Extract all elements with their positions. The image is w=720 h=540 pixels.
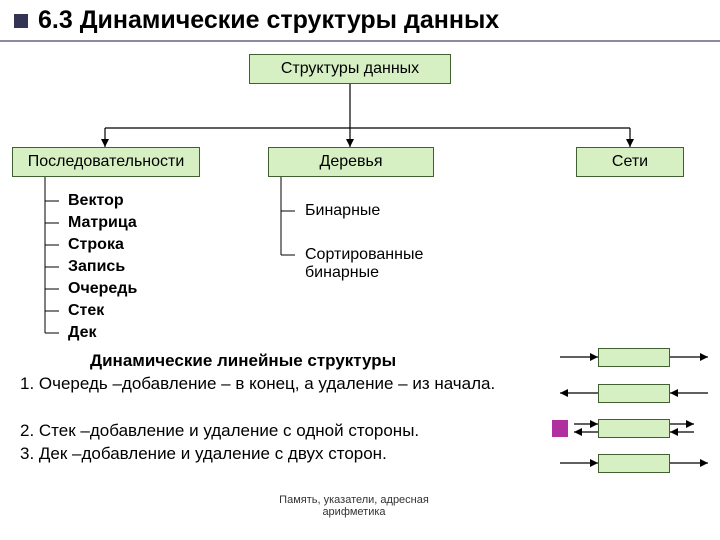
net-box (598, 454, 670, 473)
tree-item: Сортированные бинарные (305, 246, 455, 282)
footer-caption: Память, указатели, адресная арифметика (264, 494, 444, 518)
title-underline (0, 40, 720, 42)
title-bullet (14, 14, 28, 28)
node-sequences: Последовательности (12, 147, 200, 177)
node-trees-label: Деревья (319, 153, 382, 171)
seq-item: Стек (68, 302, 104, 320)
node-trees: Деревья (268, 147, 434, 177)
linear-heading: Динамические линейные структуры (90, 350, 620, 373)
seq-item: Вектор (68, 192, 124, 210)
body-line: 1. Очередь –добавление – в конец, а удал… (20, 373, 550, 396)
seq-item: Очередь (68, 280, 137, 298)
seq-item: Строка (68, 236, 124, 254)
root-node: Структуры данных (249, 54, 451, 84)
seq-item: Матрица (68, 214, 137, 232)
root-label: Структуры данных (281, 60, 419, 78)
net-box (598, 384, 670, 403)
net-box (598, 348, 670, 367)
seq-item: Запись (68, 258, 125, 276)
node-networks: Сети (576, 147, 684, 177)
purple-cursor (552, 420, 568, 437)
page-title: 6.3 Динамические структуры данных (38, 6, 499, 35)
seq-item: Дек (68, 324, 97, 342)
body-line: 3. Дек –добавление и удаление с двух сто… (20, 443, 550, 466)
node-sequences-label: Последовательности (28, 153, 185, 171)
tree-item: Бинарные (305, 202, 380, 220)
node-networks-label: Сети (612, 153, 648, 171)
body-line: 2. Стек –добавление и удаление с одной с… (20, 420, 550, 443)
net-box (598, 419, 670, 438)
